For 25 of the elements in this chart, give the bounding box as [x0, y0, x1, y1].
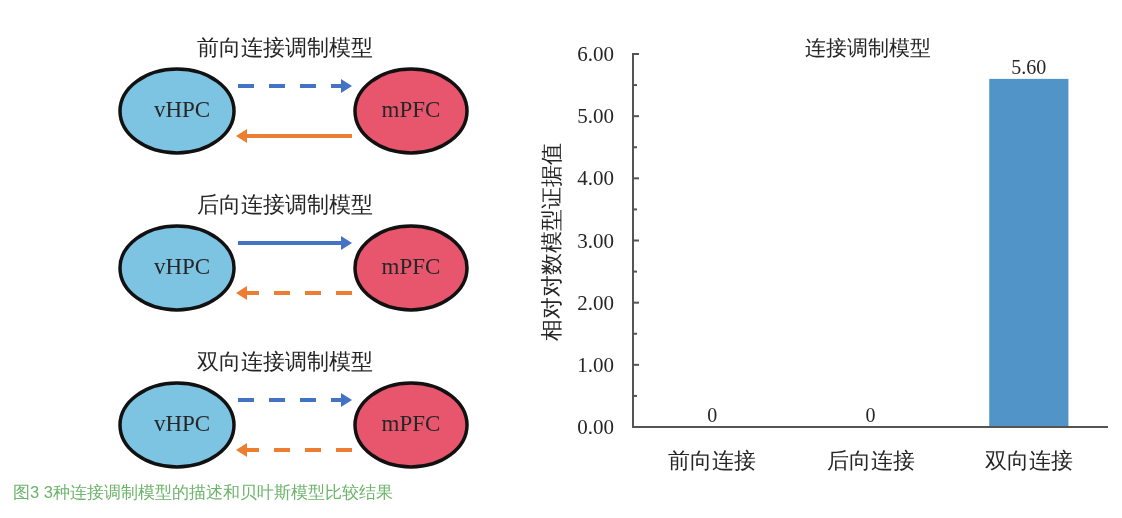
data-label: 0 [707, 404, 718, 426]
y-axis-title: 相对对数模型证据值 [538, 143, 564, 341]
text: 双向连接调制模型 [197, 348, 373, 374]
text: mPFC [381, 410, 441, 436]
text: 前向连接调制模型 [197, 34, 373, 60]
y-tick-label: 0.00 [577, 415, 614, 439]
text: mPFC [381, 96, 441, 122]
text: vHPC [153, 96, 211, 122]
y-tick-label: 3.00 [577, 228, 614, 253]
y-tick-label: 5.00 [577, 104, 614, 129]
y-tick-label: 6.00 [577, 42, 614, 66]
text: 后向连接调制模型 [197, 191, 373, 217]
text: vHPC [153, 410, 211, 436]
text: mPFC [381, 253, 441, 279]
y-tick-label: 4.00 [577, 166, 614, 191]
data-label: 0 [865, 404, 876, 426]
x-tick-label: 双向连接 [984, 447, 1073, 473]
x-tick-label: 后向连接 [826, 447, 915, 473]
x-tick-label: 前向连接 [668, 447, 757, 473]
data-label: 5.60 [1011, 55, 1047, 78]
text: vHPC [153, 253, 211, 279]
chart-title: 连接调制模型 [805, 36, 931, 60]
y-tick-label: 2.00 [577, 290, 614, 315]
y-tick-label: 1.00 [577, 352, 614, 377]
caption: 图3 3种连接调制模型的描述和贝叶斯模型比较结果 [13, 483, 393, 501]
